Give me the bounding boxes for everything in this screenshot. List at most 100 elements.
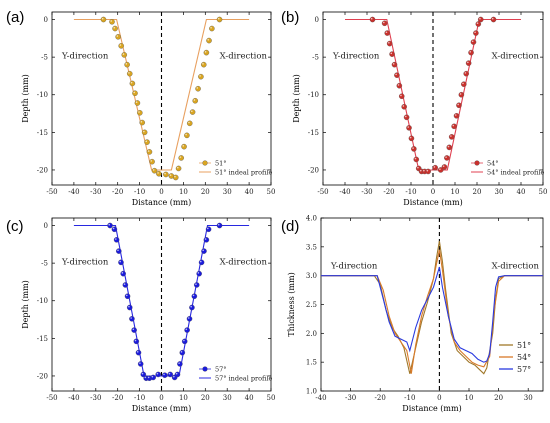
data-point-highlight	[383, 21, 385, 24]
data-point	[398, 93, 405, 100]
x-direction-label: X-direction	[220, 258, 268, 268]
data-point	[151, 167, 158, 174]
data-point-highlight	[190, 110, 193, 113]
data-point	[369, 16, 376, 23]
data-point	[396, 82, 403, 89]
data-point-highlight	[147, 376, 150, 379]
data-point-highlight	[469, 51, 472, 53]
data-point	[139, 119, 146, 126]
data-point	[448, 134, 455, 140]
data-point-highlight	[135, 101, 138, 104]
legend-entry-measured: 57°	[215, 365, 227, 373]
data-point	[132, 90, 138, 97]
data-point	[425, 168, 431, 175]
data-point	[124, 61, 130, 68]
data-point-highlight	[388, 41, 390, 44]
data-point	[198, 259, 205, 266]
data-point-highlight	[176, 166, 179, 169]
data-point	[468, 49, 474, 56]
data-point	[124, 293, 131, 300]
data-point-highlight	[202, 249, 204, 252]
data-point	[391, 61, 398, 68]
data-point-highlight	[491, 17, 494, 20]
data-point-highlight	[217, 223, 220, 226]
data-point-highlight	[119, 260, 121, 263]
data-point-highlight	[168, 372, 171, 375]
data-point	[172, 174, 179, 181]
x-tick-label: -10	[134, 394, 145, 402]
data-point-highlight	[193, 99, 196, 101]
data-point-highlight	[128, 305, 130, 308]
data-point	[216, 16, 223, 23]
x-tick-label: -30	[345, 394, 356, 402]
data-point	[113, 237, 120, 243]
data-point	[389, 51, 395, 57]
data-point	[129, 316, 135, 322]
plot-frame	[320, 217, 544, 392]
data-point-highlight	[467, 61, 469, 64]
data-point-highlight	[141, 372, 144, 375]
data-point-highlight	[115, 238, 117, 240]
x-tick-label: 30	[524, 394, 533, 402]
data-point-highlight	[173, 375, 175, 378]
data-point-highlight	[474, 31, 476, 34]
chart-panel-3: (c) -50 -40 -30 -20 -10 0 10 20 30 40 50 0 -5 -10 -15 -2…	[6, 217, 275, 413]
x-tick-label: -20	[383, 188, 394, 196]
data-point	[456, 102, 462, 109]
x-tick-label: -40	[68, 394, 79, 402]
data-point-highlight	[150, 160, 153, 162]
data-point-highlight	[390, 52, 393, 55]
data-point	[458, 91, 465, 98]
data-point-highlight	[407, 126, 410, 128]
x-tick-label: -30	[90, 188, 101, 196]
x-tick-label: 20	[201, 394, 210, 402]
legend-entry-measured: 54°	[487, 159, 499, 167]
data-point-highlight	[125, 63, 128, 65]
data-point-highlight	[207, 38, 210, 41]
data-point-highlight	[133, 91, 136, 94]
data-point	[167, 371, 174, 378]
data-point	[141, 129, 148, 136]
data-point	[100, 16, 107, 23]
x-direction-label: X-direction	[492, 262, 540, 272]
y-tick-label: -10	[308, 91, 319, 99]
data-point	[122, 282, 129, 288]
data-point	[115, 34, 121, 40]
data-point	[191, 293, 198, 300]
data-point-highlight	[143, 130, 145, 133]
x-tick-label: -10	[404, 394, 415, 402]
data-point	[406, 125, 412, 131]
x-axis-title: Distance (mm)	[132, 404, 191, 413]
data-point	[461, 81, 467, 87]
data-point-highlight	[395, 73, 397, 76]
y-tick-label: 3.0	[306, 272, 317, 280]
data-point	[403, 114, 410, 121]
data-point-highlight	[163, 373, 165, 376]
data-point-highlight	[447, 145, 450, 148]
data-point-highlight	[108, 223, 111, 226]
y-tick-label: -15	[308, 129, 319, 137]
data-point	[186, 120, 193, 127]
data-point-highlight	[217, 17, 220, 20]
x-tick-label: 30	[223, 394, 232, 402]
data-point-highlight	[206, 227, 209, 230]
data-point-highlight	[187, 317, 190, 319]
data-point	[120, 270, 126, 277]
data-point	[453, 113, 460, 119]
data-point-highlight	[112, 227, 115, 230]
data-point	[206, 37, 212, 44]
data-point-highlight	[402, 105, 405, 107]
data-point-highlight	[157, 172, 159, 174]
data-point-highlight	[122, 53, 125, 55]
legend-entry-ideal: 57° indeal profile	[215, 374, 272, 382]
y-tick-label: -5	[41, 260, 48, 268]
data-point-highlight	[204, 238, 207, 240]
data-point	[179, 349, 186, 356]
data-point-highlight	[110, 20, 113, 22]
data-point	[205, 226, 212, 233]
data-point-highlight	[152, 169, 155, 171]
data-point-highlight	[462, 82, 464, 85]
y-tick-label: -20	[308, 166, 319, 174]
legend-entry-ideal: 54° indeal profile	[487, 168, 544, 176]
data-point-highlight	[204, 51, 207, 53]
